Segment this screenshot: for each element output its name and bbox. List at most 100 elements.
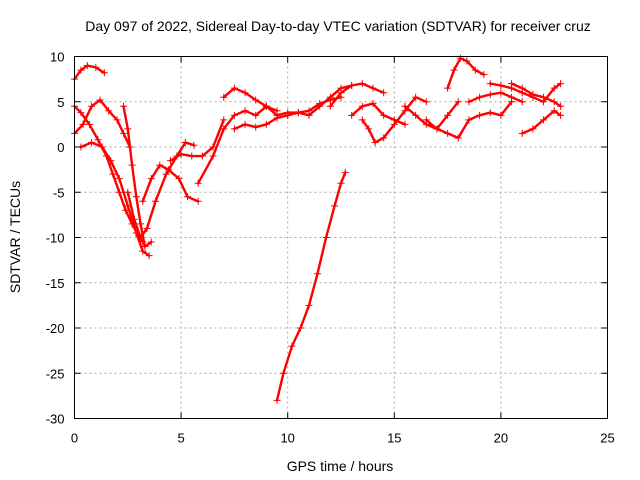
data-point — [358, 116, 366, 124]
data-point — [518, 98, 526, 106]
series-arc-6 — [124, 138, 198, 241]
series-arc-14 — [273, 168, 349, 404]
data-point — [147, 238, 155, 246]
data-point — [137, 234, 145, 241]
data-point — [463, 57, 471, 65]
data-point — [230, 84, 238, 92]
data-point — [401, 102, 409, 110]
data-point — [143, 224, 151, 232]
series-line — [510, 82, 562, 108]
data-point — [550, 107, 558, 115]
data-point — [94, 136, 102, 144]
x-tick-label: 25 — [600, 431, 614, 446]
data-point — [550, 98, 558, 106]
data-point — [316, 100, 324, 108]
data-point — [296, 324, 304, 332]
data-point — [450, 66, 458, 74]
series-arc-23 — [508, 80, 565, 110]
data-point — [486, 91, 494, 99]
data-point — [230, 125, 238, 133]
data-point — [380, 89, 388, 97]
data-point — [209, 152, 217, 160]
data-point — [365, 125, 373, 133]
data-point — [115, 188, 123, 196]
series-arc-4 — [77, 138, 153, 260]
series-arc-16 — [358, 93, 430, 146]
data-point — [422, 116, 430, 124]
data-point — [497, 89, 505, 97]
series-arc-24 — [518, 107, 565, 137]
data-point — [279, 369, 287, 377]
data-point — [107, 157, 115, 165]
data-point — [444, 84, 452, 92]
data-point — [456, 54, 464, 62]
data-point — [288, 342, 296, 350]
data-point — [241, 120, 249, 128]
series-arc-5 — [120, 102, 155, 251]
data-point — [139, 247, 147, 255]
data-point — [486, 109, 494, 117]
data-point — [305, 107, 313, 115]
series-line — [222, 86, 279, 113]
series-arc-7 — [139, 161, 202, 205]
data-point — [98, 143, 106, 151]
data-point — [164, 166, 172, 174]
data-point — [508, 80, 516, 88]
data-point — [529, 125, 537, 133]
data-point — [480, 71, 488, 79]
data-point — [348, 111, 356, 119]
data-point — [476, 93, 484, 101]
x-axis-label: GPS time / hours — [287, 458, 394, 474]
data-point — [540, 116, 548, 124]
data-point — [518, 129, 526, 137]
data-point — [156, 161, 164, 169]
y-tick-label: 10 — [50, 50, 64, 65]
data-point — [401, 120, 409, 128]
data-point — [137, 220, 145, 228]
y-tick-label: -20 — [46, 321, 65, 336]
series-line — [169, 118, 225, 162]
data-point — [194, 179, 202, 187]
data-point — [100, 69, 108, 77]
x-tick-label: 10 — [280, 431, 294, 446]
y-tick-label: -10 — [46, 231, 65, 246]
data-point — [380, 134, 388, 142]
data-point — [341, 168, 349, 176]
data-point — [557, 102, 565, 110]
series-line — [446, 57, 485, 90]
data-point — [79, 120, 87, 128]
data-point — [181, 138, 189, 146]
data-point — [162, 170, 170, 178]
data-point — [348, 81, 356, 89]
y-axis-label: SDTVAR / TECUs — [7, 181, 23, 293]
series-arc-9 — [194, 102, 281, 187]
data-point — [337, 179, 345, 187]
data-point — [262, 102, 270, 110]
series-arc-20 — [444, 54, 488, 92]
data-point — [314, 270, 322, 278]
data-point — [422, 98, 430, 106]
data-point — [476, 111, 484, 119]
data-point — [326, 102, 334, 110]
series-line — [361, 95, 428, 144]
data-point — [124, 188, 132, 196]
series-arc-21 — [465, 89, 526, 106]
series-line — [329, 82, 385, 108]
y-tick-label: 0 — [57, 140, 64, 155]
data-point — [444, 111, 452, 119]
x-tick-label: 0 — [71, 431, 78, 446]
data-point — [508, 93, 516, 101]
series-arc-3 — [71, 96, 134, 151]
data-point — [220, 125, 228, 133]
series-line — [467, 91, 524, 104]
data-point — [124, 125, 132, 133]
data-point — [241, 107, 249, 115]
series-line — [275, 171, 347, 402]
data-point — [175, 175, 183, 183]
data-point — [109, 170, 117, 178]
y-tick-label: -15 — [46, 276, 65, 291]
data-point — [262, 120, 270, 128]
data-point — [497, 81, 505, 89]
